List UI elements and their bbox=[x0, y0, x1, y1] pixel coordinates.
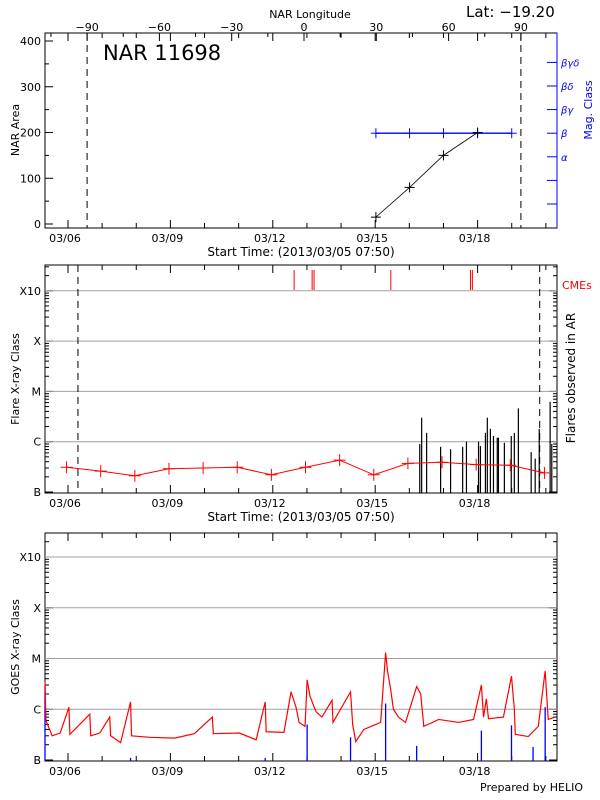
x-tick-label: 03/09 bbox=[152, 497, 184, 510]
x-tick-label: 03/15 bbox=[356, 497, 388, 510]
x-tick-label: 03/09 bbox=[152, 232, 184, 245]
y-tick-label: C bbox=[33, 703, 41, 716]
x-tick-label: 03/15 bbox=[356, 232, 388, 245]
x-tick-label: 03/12 bbox=[254, 765, 286, 778]
lon-tick-label: −90 bbox=[75, 21, 98, 34]
y-tick-label: C bbox=[33, 436, 41, 449]
x-tick-label: 03/09 bbox=[152, 765, 184, 778]
mag-class-axis-label: Mag. Class bbox=[582, 80, 595, 139]
lon-tick-label: 0 bbox=[301, 21, 308, 34]
y-tick-label: B bbox=[33, 486, 41, 499]
x-tick-label: 03/18 bbox=[459, 232, 491, 245]
prepared-by: Prepared by HELIO bbox=[480, 781, 583, 794]
flares-observed-label: Flares observed in AR bbox=[564, 313, 578, 443]
x-axis-label: Start Time: (2013/03/05 07:50) bbox=[207, 245, 394, 259]
x-tick-label: 03/06 bbox=[49, 497, 81, 510]
plot-frame bbox=[44, 532, 558, 762]
mag-class-tick-label: βγ bbox=[560, 106, 574, 117]
x-tick-label: 03/12 bbox=[254, 497, 286, 510]
y-axis-label: GOES X-ray Class bbox=[9, 599, 22, 695]
y-tick-label: X10 bbox=[19, 285, 41, 298]
x-tick-label: 03/18 bbox=[459, 497, 491, 510]
y-tick-label: 300 bbox=[20, 81, 41, 94]
y-axis-label: NAR Area bbox=[9, 104, 22, 156]
y-tick-label: 200 bbox=[20, 127, 41, 140]
lon-tick-label: −60 bbox=[148, 21, 171, 34]
x-tick-label: 03/18 bbox=[459, 765, 491, 778]
latitude-label: Lat: −19.20 bbox=[466, 3, 555, 21]
y-tick-label: X bbox=[33, 335, 41, 348]
nar-title: NAR 11698 bbox=[103, 41, 221, 65]
top-axis-label: NAR Longitude bbox=[269, 8, 351, 21]
x-tick-label: 03/06 bbox=[49, 232, 81, 245]
cme-label: CMEs bbox=[562, 279, 592, 292]
y-axis-label: Flare X-ray Class bbox=[9, 333, 22, 425]
mag-class-tick-label: β bbox=[560, 129, 568, 140]
y-tick-label: M bbox=[32, 653, 42, 666]
y-tick-label: X bbox=[33, 602, 41, 615]
y-tick-label: 400 bbox=[20, 35, 41, 48]
y-tick-label: 100 bbox=[20, 172, 41, 185]
lon-tick-label: 60 bbox=[442, 21, 456, 34]
x-tick-label: 03/12 bbox=[254, 232, 286, 245]
mag-class-tick-label: βγδ bbox=[560, 58, 579, 69]
mag-class-tick-label: βδ bbox=[560, 82, 574, 93]
plot-frame bbox=[44, 264, 558, 494]
lon-tick-label: 30 bbox=[369, 21, 383, 34]
x-tick-label: 03/15 bbox=[356, 765, 388, 778]
lon-tick-label: −30 bbox=[220, 21, 243, 34]
y-tick-label: X10 bbox=[19, 551, 41, 564]
y-tick-label: 0 bbox=[34, 218, 41, 231]
mag-class-tick-label: α bbox=[561, 153, 568, 164]
x-axis-label: Start Time: (2013/03/05 07:50) bbox=[207, 510, 394, 524]
y-tick-label: M bbox=[32, 385, 42, 398]
area-line bbox=[375, 132, 478, 218]
goes-long-line bbox=[44, 652, 556, 744]
x-tick-label: 03/06 bbox=[49, 765, 81, 778]
y-tick-label: B bbox=[33, 754, 41, 767]
lon-tick-label: 90 bbox=[514, 21, 528, 34]
